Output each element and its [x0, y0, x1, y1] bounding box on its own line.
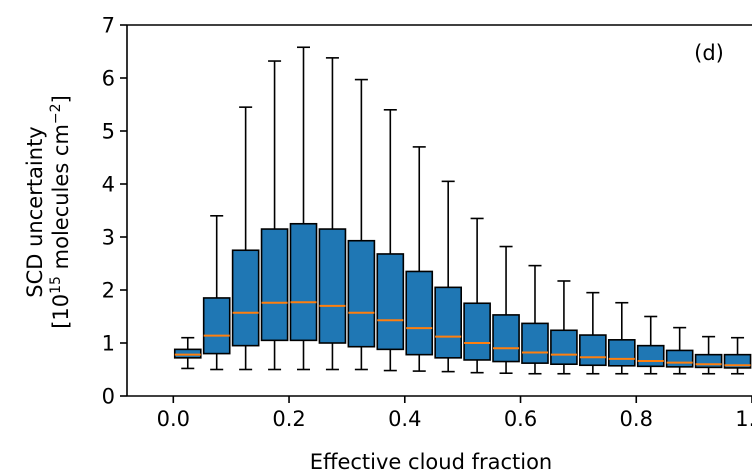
- box-iqr: [231, 249, 260, 347]
- y-axis-label-line2-group: [1015 molecules cm−2]: [48, 95, 73, 329]
- box-iqr: [202, 297, 231, 355]
- boxes-layer: [173, 46, 752, 375]
- x-tick-label: 0.2: [272, 407, 305, 431]
- x-tick-label: 0.8: [620, 407, 653, 431]
- box-16: [636, 315, 665, 375]
- box-2: [231, 106, 260, 371]
- y-label-prefix: [10: [49, 294, 73, 329]
- box-11: [492, 245, 520, 375]
- y-label-suffix: ]: [49, 95, 73, 103]
- box-iqr: [405, 270, 434, 356]
- box-iqr: [318, 228, 347, 344]
- box-iqr: [260, 228, 289, 342]
- x-axis-label: Effective cloud fraction: [310, 450, 553, 474]
- box-8: [405, 146, 434, 372]
- box-6: [347, 78, 376, 371]
- box-iqr: [694, 353, 723, 369]
- box-13: [550, 280, 578, 375]
- box-3: [260, 60, 289, 371]
- y-tick-label: 5: [102, 120, 115, 144]
- box-19: [723, 336, 752, 375]
- box-18: [694, 335, 723, 375]
- ticks-layer: 0 1 2 3 4 5 6 7 0.0 0.2 0.4 0.6 0.8 1.0: [102, 14, 752, 431]
- box-iqr: [665, 349, 694, 368]
- box-iqr: [376, 253, 405, 351]
- x-tick-label: 1.0: [735, 407, 752, 431]
- y-axis-label-line1: SCD uncertainty: [23, 126, 47, 297]
- box-15: [607, 301, 636, 375]
- y-label-units: molecules cm: [49, 124, 73, 276]
- box-iqr: [434, 286, 463, 359]
- box-iqr: [173, 348, 202, 359]
- box-4: [289, 46, 318, 371]
- y-tick-label: 2: [102, 279, 115, 303]
- box-iqr: [579, 334, 607, 367]
- y-tick-label: 1: [102, 332, 115, 356]
- panel-label: (d): [694, 41, 724, 65]
- box-5: [318, 57, 347, 371]
- box-17: [665, 326, 694, 375]
- x-tick-label: 0.4: [388, 407, 421, 431]
- y-axis-label-line2: [1015 molecules cm−2]: [48, 95, 73, 329]
- y-tick-label: 4: [102, 173, 115, 197]
- box-iqr: [521, 322, 549, 364]
- box-iqr: [607, 339, 636, 367]
- y-axis-label-line1-group: SCD uncertainty: [23, 126, 47, 297]
- box-iqr: [289, 222, 318, 342]
- y-tick-label: 0: [102, 385, 115, 409]
- box-iqr: [550, 329, 578, 365]
- box-7: [376, 109, 405, 372]
- box-iqr: [347, 239, 376, 348]
- box-iqr: [463, 302, 491, 361]
- y-label-exponent2: −2: [48, 103, 64, 124]
- box-12: [521, 264, 549, 375]
- y-label-exponent: 15: [48, 276, 64, 294]
- y-tick-label: 7: [102, 14, 115, 38]
- box-1: [202, 215, 231, 371]
- box-9: [434, 180, 463, 373]
- box-iqr: [636, 344, 665, 368]
- box-iqr: [492, 314, 520, 363]
- x-tick-label: 0.6: [504, 407, 537, 431]
- box-10: [463, 217, 491, 374]
- y-tick-label: 6: [102, 67, 115, 91]
- box-0: [173, 336, 202, 370]
- y-tick-label: 3: [102, 226, 115, 250]
- axes-layer: [126, 24, 752, 397]
- box-14: [579, 291, 607, 375]
- x-tick-label: 0.0: [157, 407, 190, 431]
